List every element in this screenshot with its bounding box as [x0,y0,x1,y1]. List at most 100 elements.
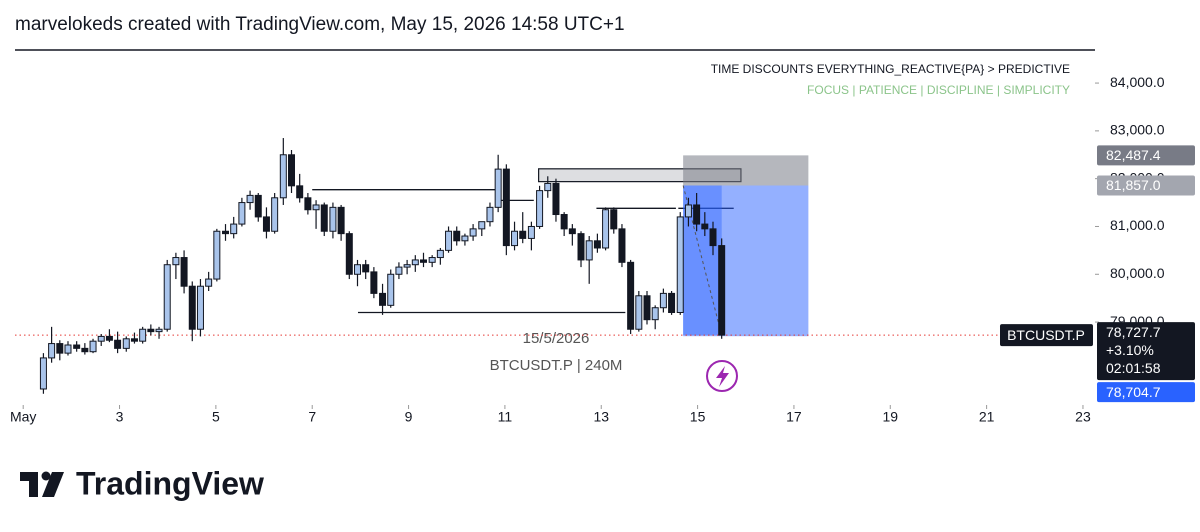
candle-body [651,307,659,321]
candle-body [395,266,403,275]
price-label-box [1097,382,1195,403]
candle-body [527,225,535,239]
countdown: 02:01:58 [1106,360,1161,376]
candle-body [379,292,387,306]
x-tick-label: 23 [1075,409,1091,425]
candle-body [105,335,113,341]
candle-body [188,285,196,330]
y-tick-label: 81,000.0 [1110,217,1165,233]
alert-icon [706,360,738,392]
price-label: 81,857.0 [1106,177,1161,193]
price-label-box [1097,175,1195,196]
candle-body [64,344,72,354]
candle-body [511,230,519,247]
candle-body [329,206,337,232]
candle-body [552,182,560,216]
candle-body [701,223,709,230]
candle-body [147,328,155,333]
candle-body [312,204,320,211]
candle-body [345,233,353,275]
candle-body [139,328,147,342]
candle-body [56,343,64,354]
candle-body [48,343,56,359]
plot [15,138,1095,394]
x-tick-label: 7 [308,409,316,425]
candle-body [89,340,97,353]
x-tick-label: 15 [690,409,706,425]
candle-body [81,347,89,353]
candle-body [130,338,138,342]
candle-body [709,228,717,247]
candle-body [163,264,171,330]
candle-body [693,204,701,225]
candle-body [39,357,47,390]
candle-body [304,197,312,211]
x-tick-label: 11 [498,409,513,425]
candle-body [230,223,238,235]
candle-body [536,190,544,227]
candle-body [222,230,230,235]
x-tick-label: May [10,409,36,425]
y-tick-label: 80,000.0 [1110,265,1165,281]
candle-body [502,168,510,247]
candle-body [196,285,204,330]
candle-body [254,194,262,218]
candle-body [461,235,469,242]
candle-body [114,339,122,349]
candle-body [213,230,221,280]
candle-body [676,216,684,314]
stop-zone [683,155,809,186]
candle-body [387,273,395,306]
symbol-label: BTCUSDT.P [1007,327,1085,343]
last-price-box [1097,322,1195,381]
candle-body [659,292,667,309]
candle-body [478,221,486,230]
candle-body [155,328,163,333]
candle-body [635,295,643,330]
candle-body [577,233,585,261]
header: marvelokeds created with TradingView.com… [15,14,625,35]
x-tick-label: 9 [405,409,413,425]
note: TIME DISCOUNTS EVERYTHING_REACTIVE{PA} >… [711,62,1070,76]
change: +3.10% [1106,342,1154,358]
x-tick-label: 3 [116,409,124,425]
candle-body [262,216,270,232]
candle-body [238,202,246,225]
candle-body [494,168,502,208]
price-label: 78,704.7 [1106,384,1161,400]
candle-body [643,295,651,321]
candle-body [296,185,304,199]
x-tick-label: 5 [212,409,220,425]
candle-body [684,204,692,218]
y-tick-label: 83,000.0 [1110,122,1165,138]
candle-body [353,264,361,275]
candle-body [610,209,618,230]
candle-body [627,261,635,330]
note: FOCUS | PATIENCE | DISCIPLINE | SIMPLICI… [807,83,1070,97]
candle-body [436,249,444,259]
candle-body [411,259,419,266]
candle-body [718,245,726,336]
candle-body [288,154,296,187]
candle-body [180,257,188,287]
candle-body [73,344,81,349]
candle-body [602,209,610,249]
candle-body [97,335,105,342]
candle-body [519,230,527,239]
candle-body [122,338,130,349]
brand: TradingView [76,465,264,501]
x-tick-label: 19 [882,409,898,425]
candle-body [370,271,378,294]
candle-body [246,194,254,204]
candle-body [172,257,180,266]
candle-body [560,214,568,230]
candle-body [486,206,494,223]
candle-body [469,228,477,237]
candle-body [279,154,287,199]
candle-body [618,228,626,263]
logo: TradingView [20,465,264,501]
candle-body [593,240,601,249]
symbol-box [1000,324,1093,347]
